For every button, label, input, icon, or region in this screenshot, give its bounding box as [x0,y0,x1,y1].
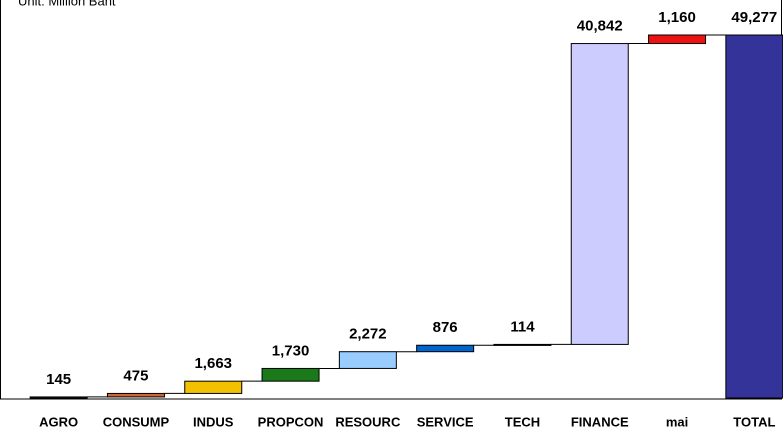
value-label: 1,663 [194,355,232,372]
x-tick-label: mai [666,414,688,429]
value-label: 49,277 [731,9,777,26]
plot-frame [0,0,782,400]
value-label: 40,842 [577,18,623,35]
x-tick-label: TECH [505,414,540,429]
x-tick-label: TOTAL [733,414,775,429]
bar [725,34,783,399]
x-tick-label: SERVICE [417,414,474,429]
x-tick-label: RESOURC [335,414,401,429]
value-label: 876 [433,319,458,336]
value-label: 1,730 [272,342,310,359]
bar [29,396,88,399]
x-tick-label: INDUS [193,414,234,429]
value-label: 2,272 [349,326,387,343]
bar [570,43,629,345]
bar [106,392,165,398]
bar [184,380,243,394]
chart-subtitle: Unit: Million Baht [18,0,116,8]
value-label: 114 [510,318,535,335]
bar [493,343,552,346]
x-tick-label: FINANCE [571,414,629,429]
bar [416,344,475,353]
bar [648,34,707,45]
x-tick-label: CONSUMP [103,414,170,429]
value-label: 1,160 [658,9,696,26]
bar [261,367,320,382]
value-label: 145 [46,371,71,388]
value-label: 475 [123,367,148,384]
x-tick-label: AGRO [39,414,78,429]
x-tick-label: PROPCON [258,414,324,429]
bar [338,351,397,369]
